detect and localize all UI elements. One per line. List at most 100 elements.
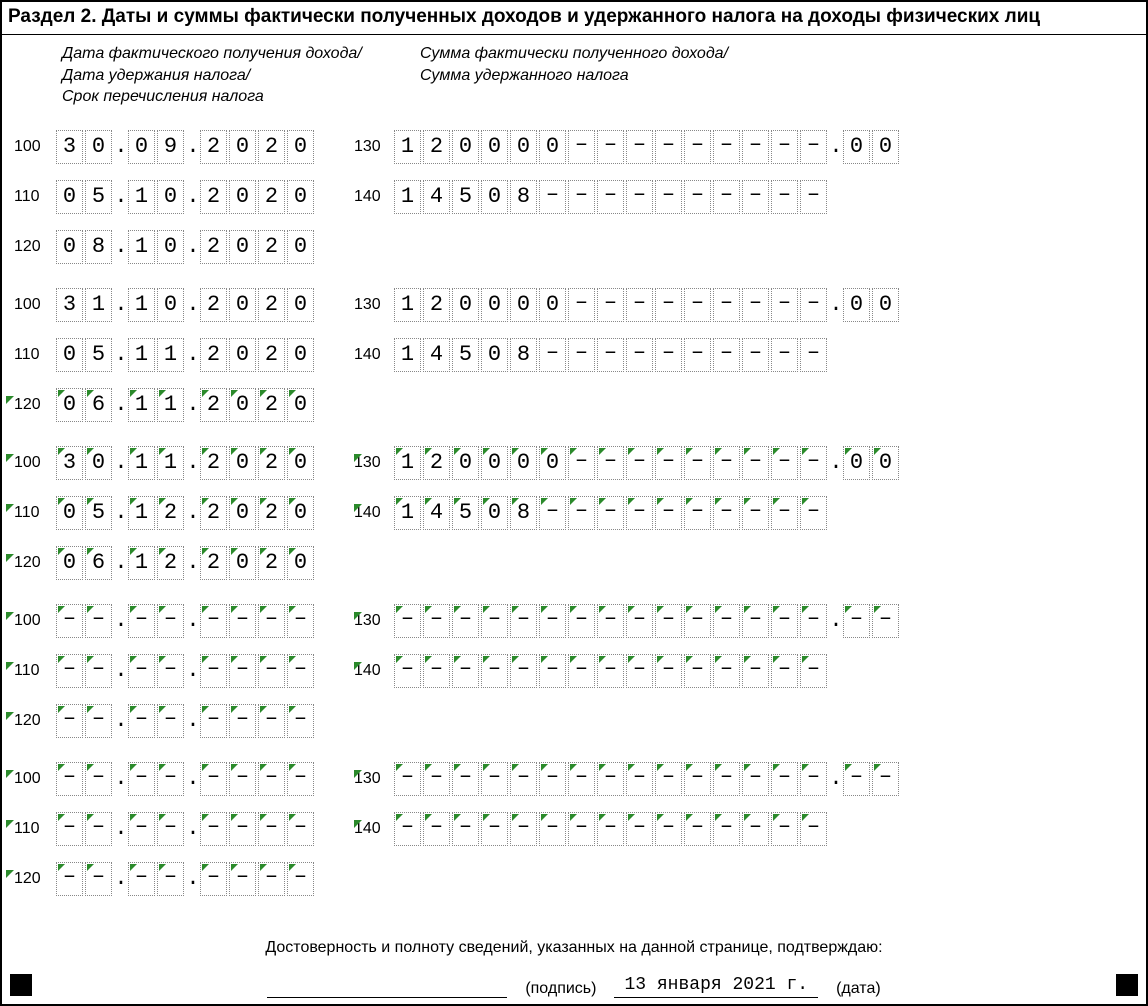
char-cell: – <box>713 496 740 530</box>
char-cell: – <box>568 496 595 530</box>
amount-sep: . <box>829 450 843 475</box>
char-cell: 2 <box>258 546 285 580</box>
date-sep: . <box>186 500 200 525</box>
char-cell: 0 <box>287 288 314 322</box>
amount-sep: . <box>829 608 843 633</box>
date-group: 30.09.2020 <box>56 130 316 164</box>
char-cell: 0 <box>56 338 83 372</box>
line-code: 100 <box>6 138 56 156</box>
char-cell: 0 <box>56 180 83 214</box>
header-right-line1: Сумма фактически полученного дохода/ <box>420 43 728 65</box>
char-cell: 0 <box>481 180 508 214</box>
char-cell: – <box>539 604 566 638</box>
signature-underline <box>267 976 507 998</box>
char-cell: 2 <box>200 288 227 322</box>
char-cell: 6 <box>85 388 112 422</box>
date-sep: . <box>114 766 128 791</box>
char-cell: 0 <box>481 288 508 322</box>
char-cell: – <box>157 604 184 638</box>
date-sep: . <box>114 134 128 159</box>
char-cell: 0 <box>229 546 256 580</box>
char-cell: 0 <box>287 446 314 480</box>
right-block: 140––––––––––––––– <box>354 654 829 688</box>
char-cell: – <box>200 654 227 688</box>
char-cell: – <box>713 654 740 688</box>
char-cell: – <box>771 338 798 372</box>
section-title: Раздел 2. Даты и суммы фактически получе… <box>2 2 1146 35</box>
char-cell: – <box>481 654 508 688</box>
char-cell: – <box>229 704 256 738</box>
char-cell: – <box>481 812 508 846</box>
char-cell: 2 <box>200 180 227 214</box>
date-group: ––.––.–––– <box>56 812 316 846</box>
char-cell: – <box>56 812 83 846</box>
date-sep: . <box>186 342 200 367</box>
char-cell: – <box>56 862 83 896</box>
char-cell: – <box>568 338 595 372</box>
char-cell: – <box>655 604 682 638</box>
char-cell: – <box>742 812 769 846</box>
char-cell: 4 <box>423 496 450 530</box>
char-cell: – <box>800 762 827 796</box>
char-cell: – <box>800 812 827 846</box>
amount-sep: . <box>829 134 843 159</box>
char-cell: 0 <box>229 388 256 422</box>
char-cell: 0 <box>510 446 537 480</box>
char-cell: 1 <box>128 496 155 530</box>
char-cell: 8 <box>510 496 537 530</box>
char-cell: – <box>872 762 899 796</box>
char-cell: 1 <box>85 288 112 322</box>
char-cell: 0 <box>157 288 184 322</box>
char-cell: – <box>568 130 595 164</box>
char-cell: – <box>423 604 450 638</box>
amount-group: 14508–––––––––– <box>394 496 829 530</box>
char-cell: – <box>713 446 740 480</box>
char-cell: – <box>597 338 624 372</box>
char-cell: – <box>771 446 798 480</box>
char-cell: – <box>200 704 227 738</box>
confirmation-text: Достоверность и полноту сведений, указан… <box>2 939 1146 957</box>
char-cell: – <box>510 604 537 638</box>
line-code: 110 <box>6 504 56 522</box>
char-cell: – <box>684 446 711 480</box>
char-cell: 0 <box>510 288 537 322</box>
date-group: 05.10.2020 <box>56 180 316 214</box>
char-cell: – <box>684 812 711 846</box>
char-cell: – <box>597 288 624 322</box>
line-code: 140 <box>354 188 394 206</box>
signature-label: (подпись) <box>525 980 596 998</box>
char-cell: – <box>771 288 798 322</box>
char-cell: 1 <box>157 388 184 422</box>
char-cell: 1 <box>128 180 155 214</box>
char-cell: – <box>423 762 450 796</box>
char-cell: – <box>56 654 83 688</box>
char-cell: 0 <box>872 288 899 322</box>
char-cell: – <box>452 604 479 638</box>
char-cell: 1 <box>128 230 155 264</box>
date-group: 31.10.2020 <box>56 288 316 322</box>
char-cell: 0 <box>539 446 566 480</box>
char-cell: 0 <box>872 130 899 164</box>
data-row: 12006.11.2020 <box>6 380 1146 430</box>
char-cell: – <box>200 762 227 796</box>
char-cell: 1 <box>157 338 184 372</box>
char-cell: 0 <box>229 230 256 264</box>
amount-group: 120000–––––––––.00 <box>394 446 901 480</box>
char-cell: – <box>843 762 870 796</box>
char-cell: 0 <box>128 130 155 164</box>
char-cell: 1 <box>128 388 155 422</box>
line-code: 110 <box>6 346 56 364</box>
form-page: Раздел 2. Даты и суммы фактически получе… <box>0 0 1148 1006</box>
char-cell: – <box>128 862 155 896</box>
line-code: 140 <box>354 820 394 838</box>
date-sep: . <box>114 658 128 683</box>
char-cell: – <box>800 604 827 638</box>
date-sep: . <box>114 234 128 259</box>
char-cell: 0 <box>843 130 870 164</box>
char-cell: 1 <box>128 288 155 322</box>
char-cell: – <box>771 180 798 214</box>
data-row: 120––.––.–––– <box>6 696 1146 746</box>
line-code: 100 <box>6 296 56 314</box>
char-cell: – <box>287 654 314 688</box>
char-cell: – <box>287 762 314 796</box>
